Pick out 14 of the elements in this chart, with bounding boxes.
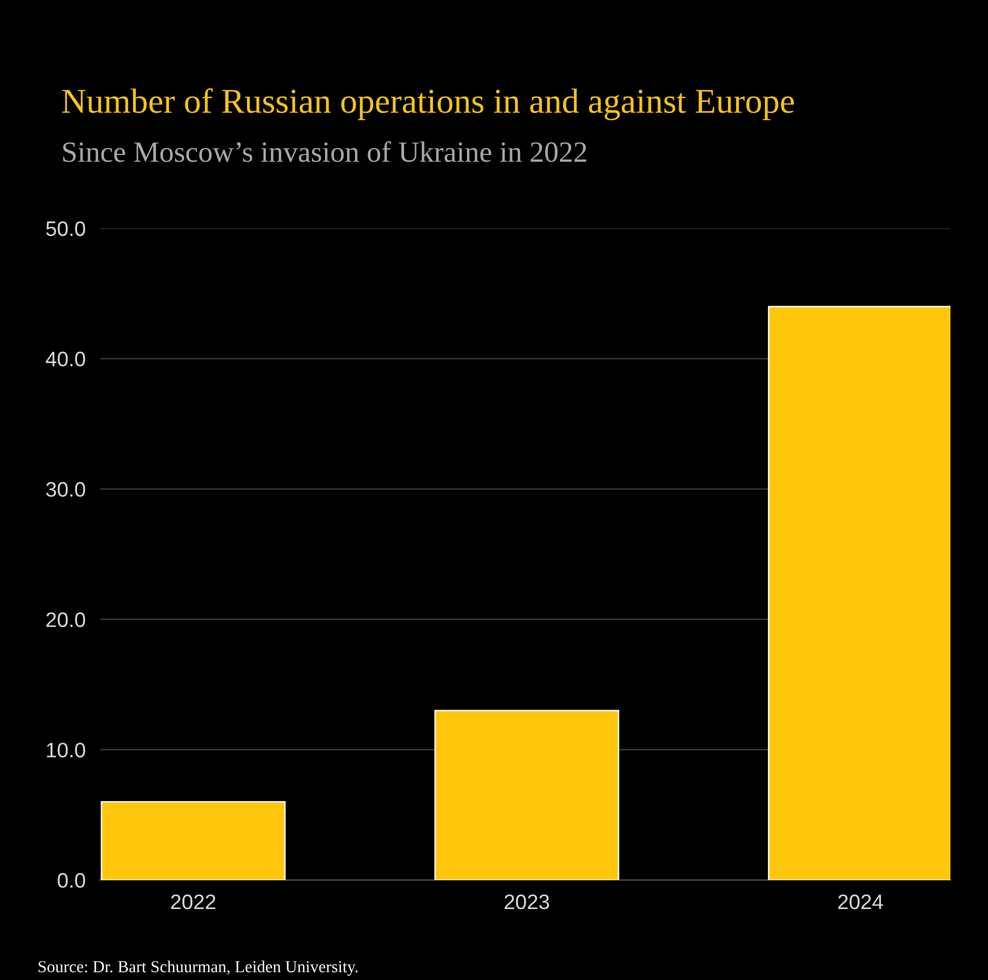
y-tick-label: 50.0 (46, 221, 86, 236)
source-note: Source: Dr. Bart Schuurman, Leiden University. (38, 960, 358, 976)
bar (434, 710, 620, 880)
y-tick-label: 40.0 (46, 352, 86, 366)
y-tick-label: 30.0 (46, 482, 86, 497)
bar (100, 801, 286, 880)
chart-subtitle: Since Moscow’s invasion of Ukraine in 2022 (63, 141, 586, 162)
x-tick-label: 2023 (504, 894, 550, 910)
y-tick-label: 20.0 (46, 612, 86, 628)
x-tick-label: 2022 (171, 894, 216, 910)
y-tick-label: 10.0 (46, 742, 86, 758)
x-tick-label: 2024 (838, 894, 883, 910)
chart-title: Number of Russian operations in and against Europe (62, 88, 794, 120)
y-tick-label: 0.0 (58, 873, 86, 888)
